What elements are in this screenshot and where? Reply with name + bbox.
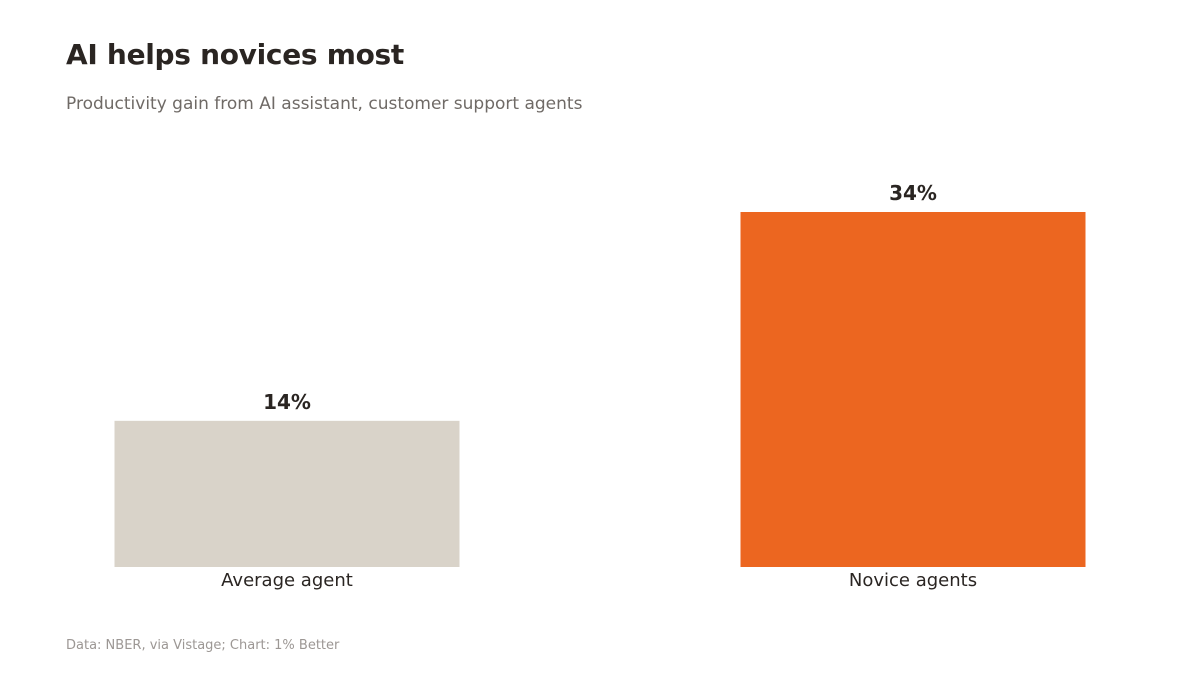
bar-novice-agents bbox=[740, 212, 1086, 567]
source-note: Data: NBER, via Vistage; Chart: 1% Bette… bbox=[66, 638, 340, 653]
value-label-novice-agents: 34% bbox=[889, 181, 937, 205]
category-label-average-agent: Average agent bbox=[221, 570, 353, 591]
category-label-novice-agents: Novice agents bbox=[849, 570, 977, 591]
chart-subtitle: Productivity gain from AI assistant, cus… bbox=[66, 94, 583, 114]
bar-average-agent bbox=[114, 420, 460, 567]
value-label-average-agent: 14% bbox=[263, 390, 311, 414]
chart-title: AI helps novices most bbox=[66, 38, 404, 71]
